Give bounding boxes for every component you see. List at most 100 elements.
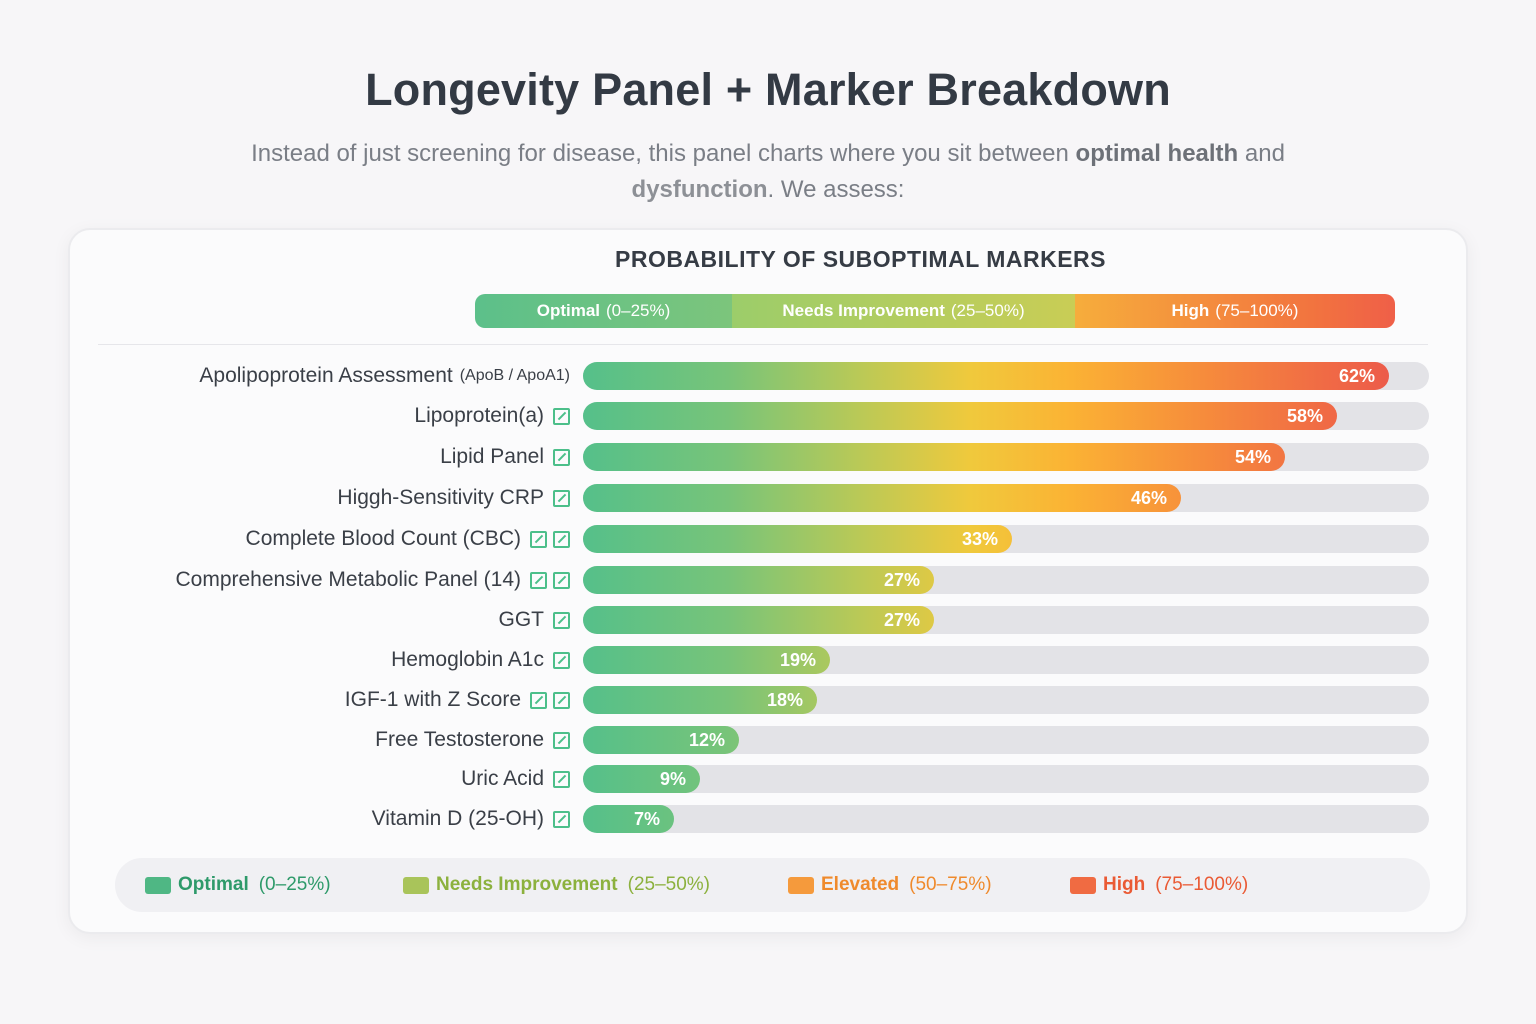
- row-label-vitamin-d-25-oh: Vitamin D (25-OH): [372, 804, 570, 834]
- page-subtitle: Instead of just screening for disease, t…: [160, 136, 1376, 208]
- page-title: Longevity Panel + Marker Breakdown: [365, 64, 1171, 115]
- legend-range-elevated: (50–75%): [909, 874, 992, 895]
- legend-item-elevated: Elevated (50–75%): [788, 858, 992, 912]
- bar-value-label: 27%: [883, 570, 920, 590]
- legend-item-needs-improvement: Needs Improvement (25–50%): [403, 858, 710, 912]
- bar-track: 19%: [583, 646, 1429, 674]
- legend-label-high: High: [1103, 874, 1146, 895]
- legend-item-high: High (75–100%): [1070, 858, 1248, 912]
- bar-value-label: 7%: [633, 809, 660, 829]
- bar-comprehensive-metabolic-panel-14: [583, 566, 934, 594]
- bar-free-testosterone: [583, 726, 739, 754]
- edit-check-icon[interactable]: [553, 810, 570, 828]
- bar-igf-1-with-z-score: [583, 686, 817, 714]
- bar-complete-blood-count-cbc: [583, 525, 1012, 553]
- category-label: Lipoprotein(a): [414, 404, 544, 427]
- bar-lipid-panel: [583, 443, 1285, 471]
- edit-check-icon[interactable]: [553, 611, 570, 629]
- edit-check-icon[interactable]: [553, 571, 570, 589]
- edit-check-icon[interactable]: [553, 731, 570, 749]
- row-label-complete-blood-count-cbc: Complete Blood Count (CBC): [246, 524, 570, 554]
- legend-swatch-elevated: [788, 876, 814, 894]
- bar-value-label: 33%: [961, 529, 998, 549]
- bar-value-label: 46%: [1130, 488, 1167, 508]
- bar-value-label: 62%: [1338, 366, 1375, 386]
- bar-track: 27%: [583, 566, 1429, 594]
- category-label: Free Testosterone: [375, 728, 544, 751]
- bar-apolipoprotein-assessment: [583, 362, 1389, 390]
- edit-check-icon[interactable]: [553, 448, 570, 466]
- bar-value-label: 27%: [883, 610, 920, 630]
- bar-track: 54%: [583, 443, 1429, 471]
- edit-check-icon[interactable]: [530, 571, 547, 589]
- bar-track: 9%: [583, 765, 1429, 793]
- category-label: GGT: [498, 608, 545, 631]
- category-subtext: (ApoB / ApoA1): [459, 367, 570, 384]
- bar-track: 46%: [583, 484, 1429, 512]
- scale-segment-needs-improvement: Needs Improvement (25–50%): [732, 294, 1075, 328]
- bar-hemoglobin-a1c: [583, 646, 830, 674]
- scale-range-optimal: (0–25%): [606, 301, 671, 320]
- edit-check-icon[interactable]: [553, 407, 570, 425]
- legend-swatch-optimal: [145, 876, 171, 894]
- bar-value-label: 9%: [659, 769, 686, 789]
- category-label: Complete Blood Count (CBC): [245, 527, 521, 550]
- scale-label-needs-improvement: Needs Improvement: [782, 301, 945, 320]
- bar-track: 18%: [583, 686, 1429, 714]
- category-label: Hemoglobin A1c: [391, 648, 544, 671]
- edit-check-icon[interactable]: [553, 770, 570, 788]
- bar-ggt: [583, 606, 934, 634]
- row-label-igf-1-with-z-score: IGF-1 with Z Score: [345, 685, 570, 715]
- edit-check-icon[interactable]: [553, 691, 570, 709]
- edit-check-icon[interactable]: [553, 651, 570, 669]
- category-label: IGF-1 with Z Score: [344, 688, 521, 711]
- subtitle-text-2: and: [1238, 140, 1285, 167]
- legend-range-high: (75–100%): [1155, 874, 1249, 895]
- row-label-free-testosterone: Free Testosterone: [375, 725, 570, 755]
- bar-value-label: 54%: [1234, 447, 1271, 467]
- legend-item-optimal: Optimal (0–25%): [145, 858, 331, 912]
- edit-check-icon[interactable]: [530, 530, 547, 548]
- row-label-uric-acid: Uric Acid: [461, 764, 570, 794]
- scale-range-needs-improvement: (25–50%): [950, 301, 1025, 320]
- edit-check-icon[interactable]: [530, 691, 547, 709]
- row-label-lipoprotein-a: Lipoprotein(a): [414, 401, 570, 431]
- scale-segment-optimal: Optimal (0–25%): [475, 294, 732, 328]
- row-label-apolipoprotein-assessment: Apolipoprotein Assessment (ApoB / ApoA1): [199, 361, 570, 391]
- bar-lipoprotein-a: [583, 402, 1337, 430]
- row-label-hemoglobin-a1c: Hemoglobin A1c: [391, 645, 570, 675]
- edit-check-icon[interactable]: [553, 530, 570, 548]
- legend-range-needs-improvement: (25–50%): [627, 874, 711, 895]
- bar-vitamin-d-25-oh: [583, 805, 674, 833]
- bar-higgh-sensitivity-crp: [583, 484, 1181, 512]
- bar-value-label: 18%: [766, 690, 803, 710]
- bar-track: 62%: [583, 362, 1429, 390]
- legend-label-needs-improvement: Needs Improvement: [436, 874, 618, 895]
- row-label-higgh-sensitivity-crp: Higgh-Sensitivity CRP: [337, 483, 570, 513]
- bar-track: 7%: [583, 805, 1429, 833]
- chart-title: PROBABILITY OF SUBOPTIMAL MARKERS: [615, 246, 1106, 272]
- scale-label-optimal: Optimal: [536, 301, 601, 320]
- bar-track: 12%: [583, 726, 1429, 754]
- bar-track: 58%: [583, 402, 1429, 430]
- category-label: Higgh-Sensitivity CRP: [337, 486, 544, 509]
- legend: Optimal (0–25%) Needs Improvement (25–50…: [115, 858, 1430, 912]
- edit-check-icon[interactable]: [553, 489, 570, 507]
- scale-segment-high: High (75–100%): [1075, 294, 1395, 328]
- legend-swatch-needs-improvement: [403, 876, 429, 894]
- category-label: Uric Acid: [461, 767, 544, 790]
- subtitle-bold-1: optimal health: [1075, 140, 1239, 167]
- category-label: Lipid Panel: [440, 445, 544, 468]
- bar-value-label: 19%: [779, 650, 816, 670]
- category-label: Apolipoprotein Assessment: [199, 364, 453, 387]
- legend-label-optimal: Optimal: [178, 874, 249, 895]
- row-label-lipid-panel: Lipid Panel: [440, 442, 570, 472]
- scale-label-high: High: [1171, 301, 1210, 320]
- subtitle-text-1: Instead of just screening for disease, t…: [251, 140, 1076, 167]
- row-label-comprehensive-metabolic-panel-14: Comprehensive Metabolic Panel (14): [175, 565, 570, 595]
- header-divider: [98, 344, 1428, 345]
- scale-bar: Optimal (0–25%) Needs Improvement (25–50%)…: [475, 294, 1395, 328]
- legend-label-elevated: Elevated: [821, 874, 900, 895]
- bar-value-label: 12%: [688, 730, 725, 750]
- bar-value-label: 58%: [1286, 406, 1323, 426]
